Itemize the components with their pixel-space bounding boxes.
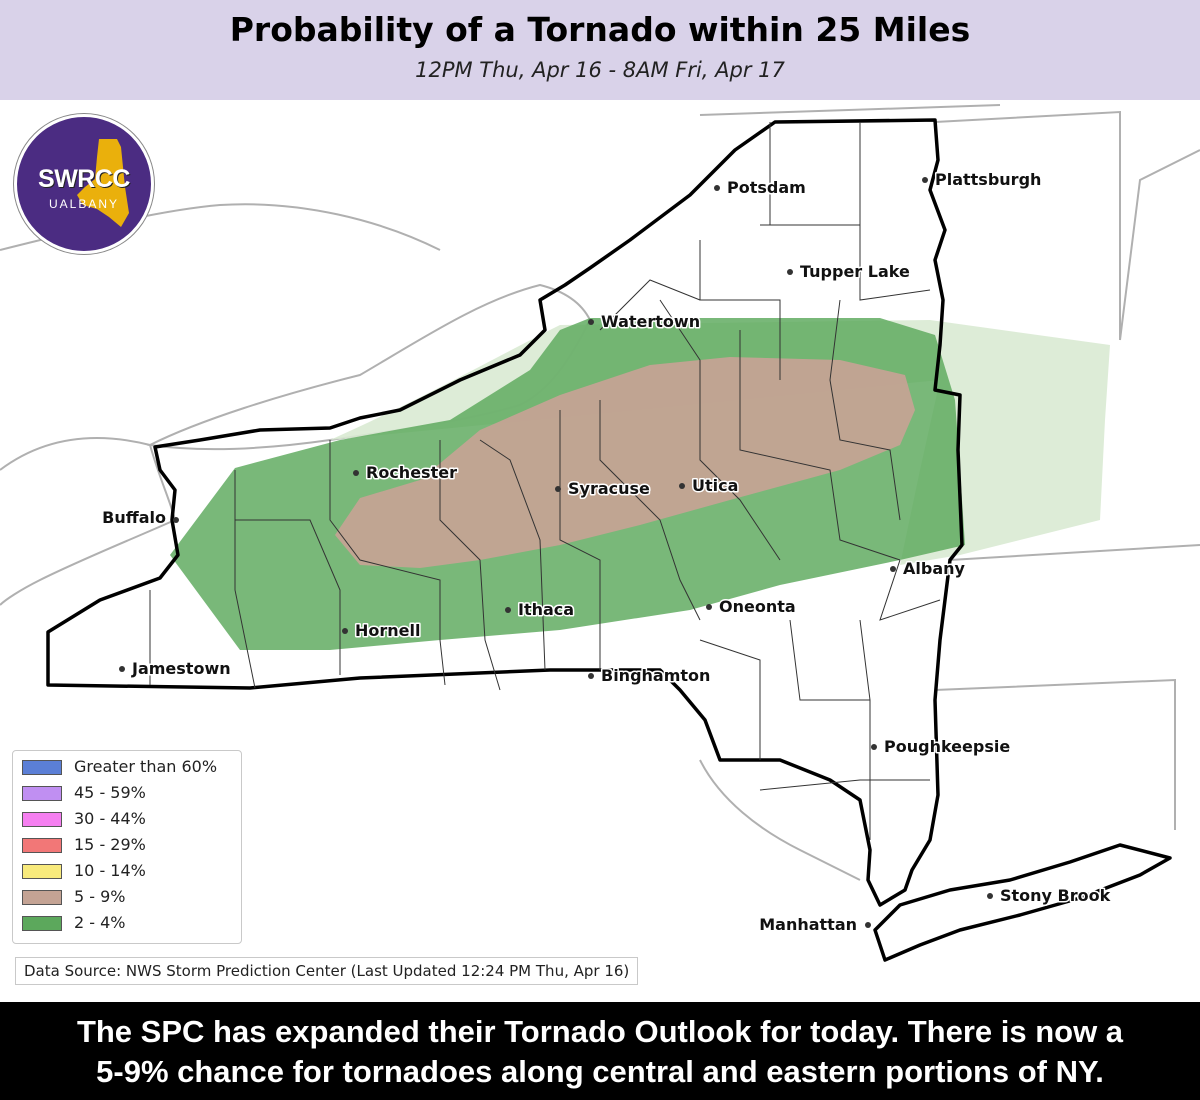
county-line (439, 440, 501, 691)
logo-subtext: UALBANY (48, 197, 120, 211)
county-lines (149, 122, 941, 840)
city-watertown: Watertown (588, 311, 702, 333)
county-line (599, 400, 701, 621)
city-rochester: Rochester (353, 462, 459, 484)
city-albany: Albany (890, 558, 967, 580)
city-label: Jamestown (131, 659, 231, 678)
risk-areas (170, 318, 1110, 650)
legend-swatch (22, 838, 62, 853)
county-line (234, 470, 256, 689)
legend-swatch (22, 916, 62, 931)
pa-nj-boundary (699, 759, 861, 881)
city-potsdam: Potsdam (714, 177, 807, 199)
legend-label: 5 - 9% (74, 887, 126, 906)
legend-label: 45 - 59% (74, 783, 146, 802)
city-syracuse: Syracuse (555, 478, 652, 500)
city-label: Syracuse (568, 479, 650, 498)
city-hornell: Hornell (342, 620, 422, 642)
tornado-probability-map: Potsdam Plattsburgh Tupper Lake Watertow… (0, 104, 1200, 962)
logo-text: SWRCC (38, 165, 130, 193)
county-line (879, 559, 941, 621)
city-label: Ithaca (518, 600, 574, 619)
legend-label: 30 - 44% (74, 809, 146, 828)
legend-label: Greater than 60% (74, 757, 218, 776)
city-ithaca: Ithaca (505, 599, 576, 621)
county-line (859, 619, 871, 840)
county-line (599, 279, 701, 331)
swrcc-logo: SWRCC UALBANY (14, 114, 154, 254)
county-line (699, 639, 761, 760)
nh-boundary (1119, 149, 1200, 341)
risk-5-9-area (335, 357, 915, 568)
footer-banner: The SPC has expanded their Tornado Outlo… (0, 1002, 1200, 1100)
city-label: Hornell (355, 621, 420, 640)
legend-swatch (22, 890, 62, 905)
page-title: Probability of a Tornado within 25 Miles (229, 10, 971, 49)
ct-boundary (934, 678, 1176, 830)
city-oneonta: Oneonta (706, 596, 797, 618)
city-label: Tupper Lake (800, 262, 910, 281)
city-utica: Utica (679, 475, 740, 497)
county-line (789, 619, 870, 701)
ma-boundary (949, 544, 1200, 561)
city-label: Binghamton (601, 666, 710, 685)
data-source-note: Data Source: NWS Storm Prediction Center… (15, 957, 639, 985)
county-line (329, 440, 446, 686)
city-poughkeepsie: Poughkeepsie (871, 736, 1012, 758)
city-label: Stony Brook (1000, 886, 1111, 905)
long-island-outline (873, 843, 1172, 962)
city-manhattan: Manhattan (758, 914, 871, 936)
legend-swatch (22, 812, 62, 827)
city-stony-brook: Stony Brook (987, 885, 1112, 907)
city-label: Buffalo (102, 508, 166, 527)
header-banner: Probability of a Tornado within 25 Miles… (0, 0, 1200, 100)
legend-swatch (22, 760, 62, 775)
legend-label: 2 - 4% (74, 913, 126, 932)
city-label: Albany (903, 559, 966, 578)
city-plattsburgh: Plattsburgh (922, 169, 1043, 191)
legend-label: 15 - 29% (74, 835, 146, 854)
county-line (759, 779, 930, 791)
legend: Greater than 60% 45 - 59% 30 - 44% 15 - … (12, 750, 242, 944)
city-binghamton: Binghamton (588, 665, 712, 687)
city-label: Poughkeepsie (884, 737, 1010, 756)
quebec-line (699, 104, 1001, 116)
footer-line-2: 5-9% chance for tornadoes along central … (96, 1054, 1104, 1089)
city-buffalo: Buffalo (101, 507, 179, 529)
legend-swatch (22, 864, 62, 879)
city-label: Watertown (601, 312, 700, 331)
city-jamestown: Jamestown (119, 658, 232, 680)
city-label: Rochester (366, 463, 457, 482)
county-line (479, 439, 546, 671)
city-markers: Potsdam Plattsburgh Tupper Lake Watertow… (101, 169, 1112, 936)
city-label: Potsdam (727, 178, 806, 197)
new-york-state-outline (46, 118, 964, 907)
county-line (739, 330, 901, 561)
city-label: Oneonta (719, 597, 796, 616)
legend-label: 10 - 14% (74, 861, 146, 880)
new-york-state-icon (77, 139, 129, 227)
city-label: Plattsburgh (935, 170, 1041, 189)
city-label: Utica (692, 476, 738, 495)
county-line (659, 299, 781, 561)
county-line (699, 240, 781, 380)
legend-swatch (22, 786, 62, 801)
county-line (760, 224, 931, 301)
page-subtitle: 12PM Thu, Apr 16 - 8AM Fri, Apr 17 (415, 58, 785, 82)
county-line (829, 299, 901, 521)
city-label: Manhattan (759, 915, 857, 934)
vermont-boundary (934, 110, 1121, 340)
county-line (235, 519, 341, 675)
footer-line-1: The SPC has expanded their Tornado Outlo… (76, 1014, 1124, 1049)
city-tupper-lake: Tupper Lake (787, 261, 911, 283)
county-line (559, 410, 601, 670)
